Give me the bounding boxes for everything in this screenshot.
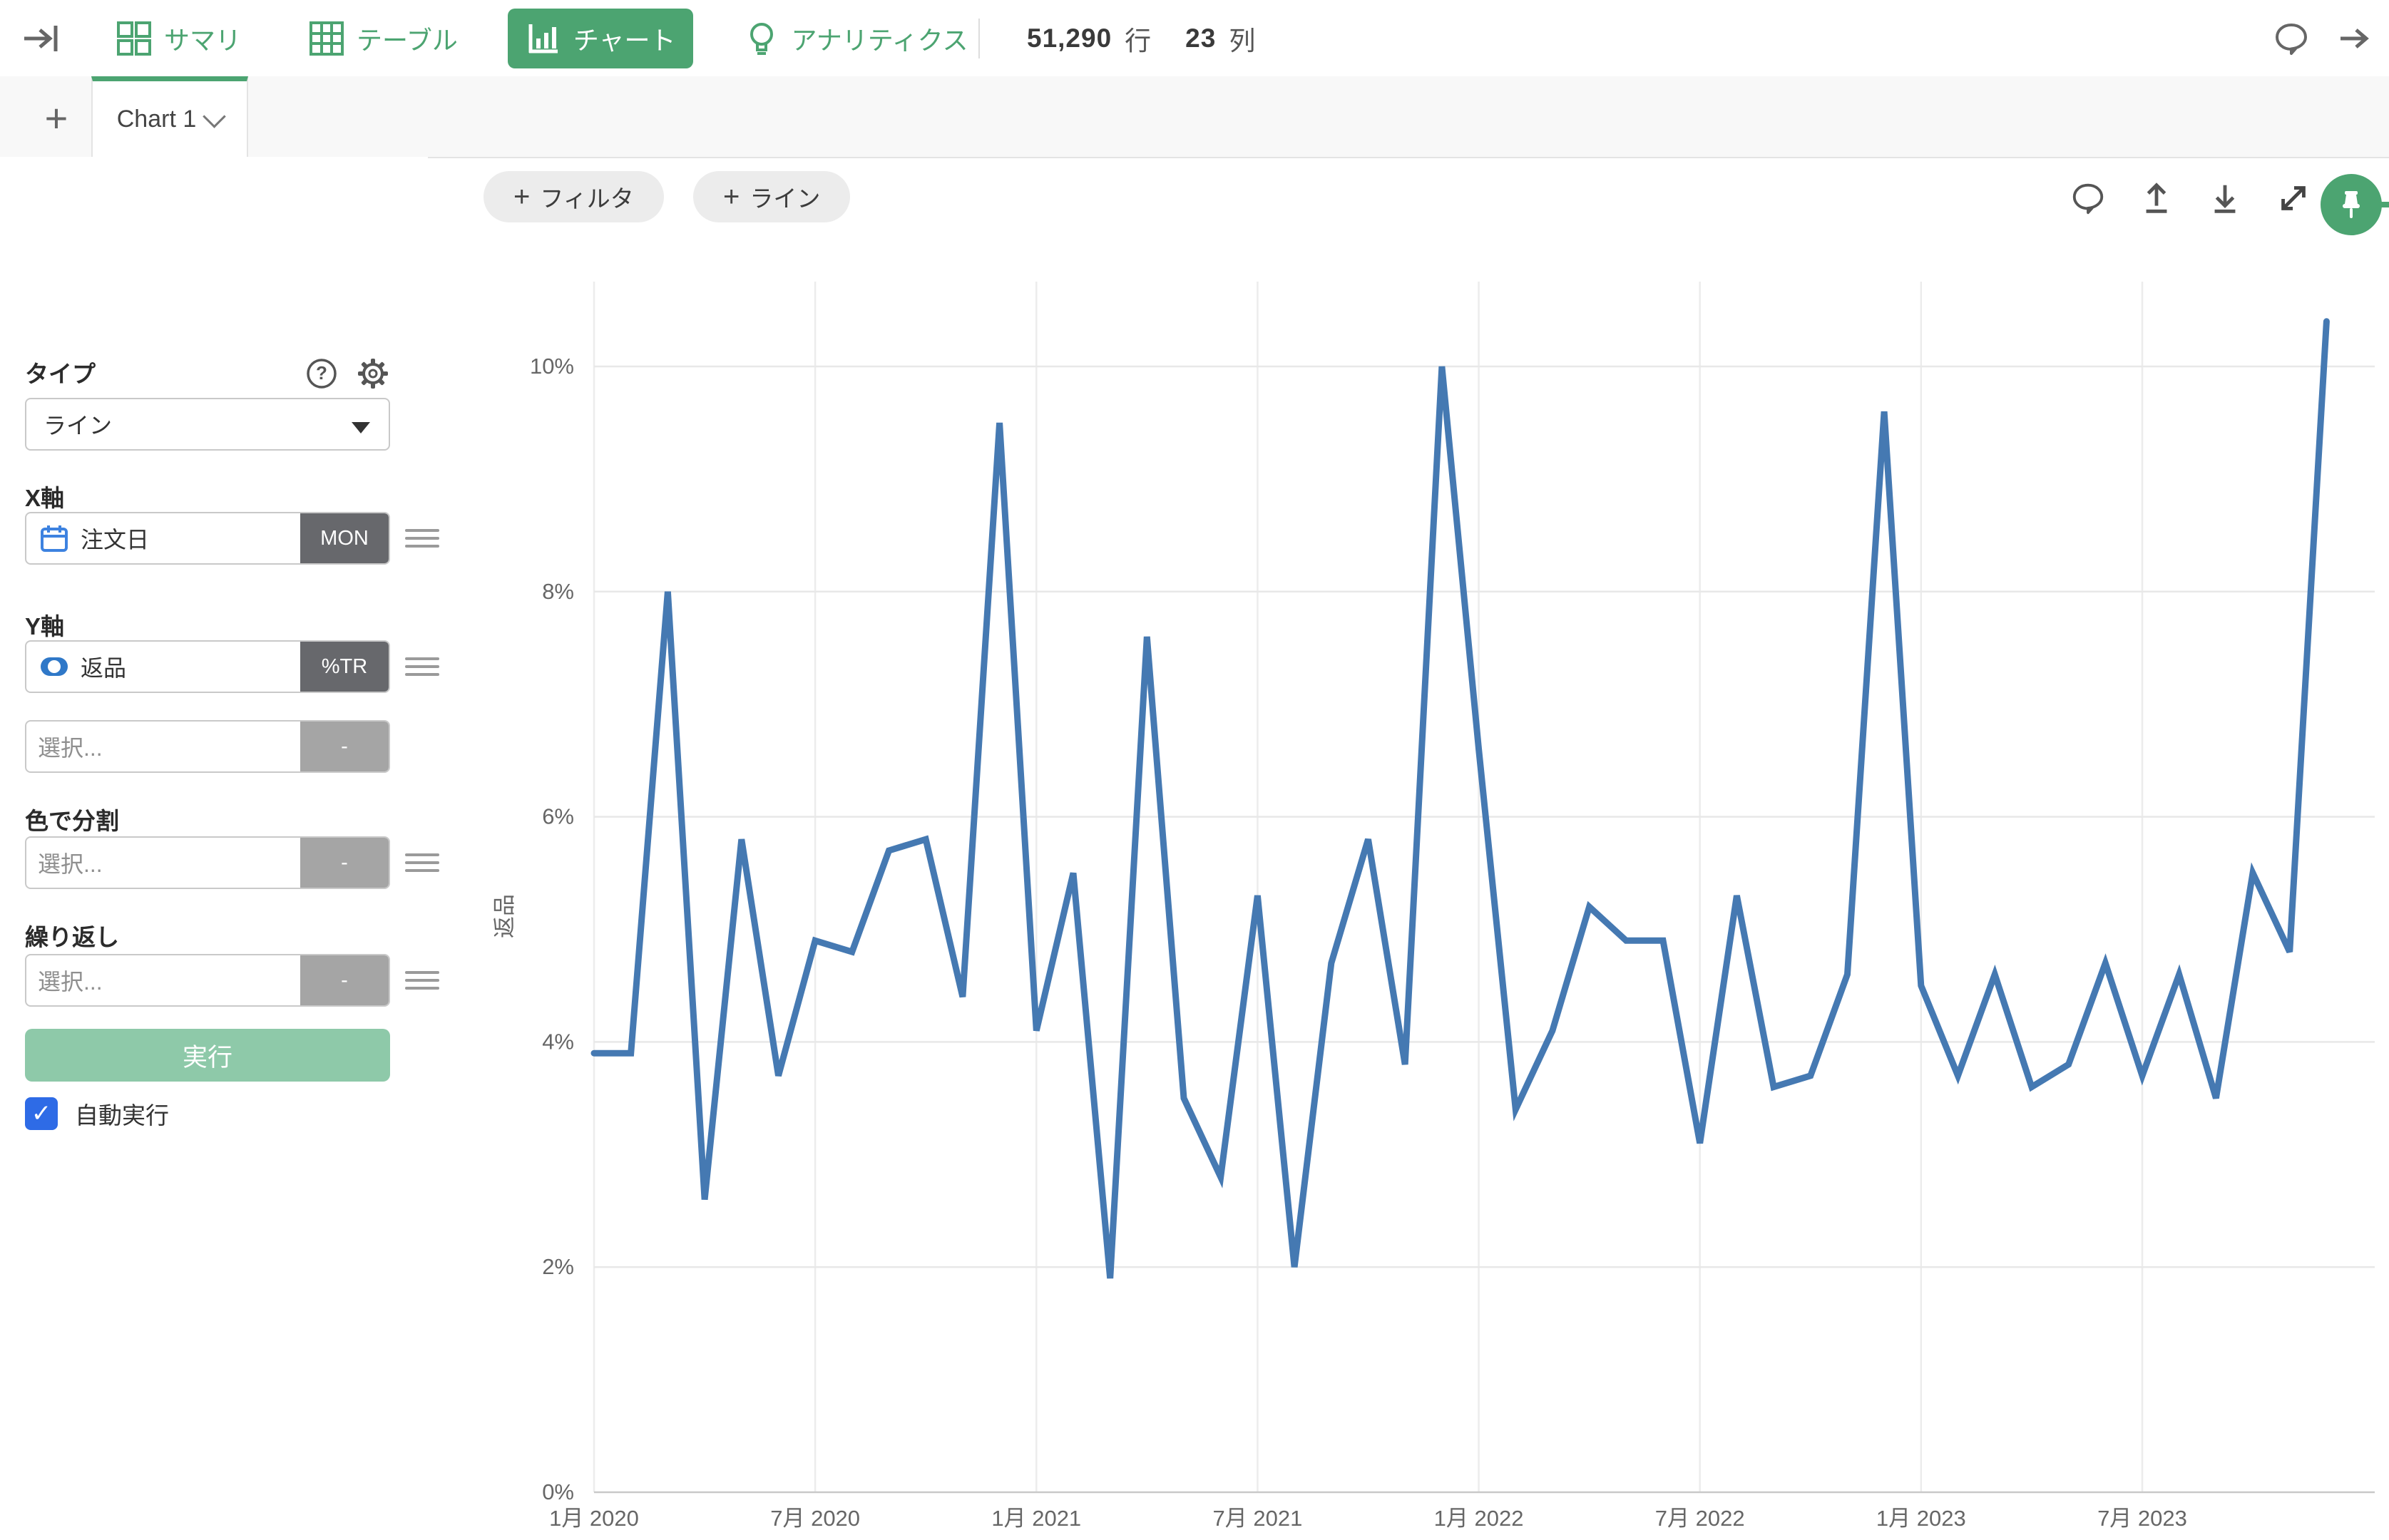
pin-button[interactable] — [2321, 174, 2382, 235]
header-divider — [978, 19, 980, 58]
add-filter-label: フィルタ — [540, 185, 634, 212]
tab-table[interactable]: テーブル — [291, 9, 475, 68]
tab-analytics[interactable]: アナリティクス — [726, 9, 986, 68]
pin-handle-stub — [2379, 202, 2389, 207]
help-icon[interactable]: ? — [305, 357, 338, 390]
app-header: サマリ テーブル チャート — [0, 0, 2389, 78]
split-color-field[interactable]: 選択... - — [25, 836, 390, 889]
add-line-label: ライン — [750, 185, 821, 212]
chart-tab-active[interactable]: Chart 1 — [91, 76, 248, 157]
tab-summary-label: サマリ — [164, 25, 242, 55]
repeat-badge[interactable]: - — [300, 955, 389, 1005]
type-label: タイプ — [25, 361, 96, 387]
plus-icon: + — [513, 180, 531, 212]
run-button[interactable]: 実行 — [25, 1029, 390, 1082]
x-axis-label: X軸 — [25, 485, 65, 511]
comment-icon[interactable] — [2272, 19, 2311, 58]
y-axis-field[interactable]: 返品 %TR — [25, 640, 390, 693]
y-tick-label: 0% — [542, 1479, 574, 1504]
expand-right-icon[interactable] — [2338, 19, 2376, 58]
plus-icon: + — [723, 180, 740, 212]
y-field-value: 返品 — [81, 655, 127, 681]
y-axis-label: Y軸 — [25, 613, 65, 640]
y-tick-label: 10% — [530, 354, 574, 379]
chart-type-value: ライン — [44, 413, 113, 438]
split-color-menu-icon[interactable] — [405, 848, 439, 877]
comment-icon[interactable] — [2070, 180, 2107, 217]
row-count: 51,290 — [1027, 23, 1112, 53]
x-tick-label: 1月 2023 — [1876, 1506, 1966, 1531]
y-aggregation-badge[interactable]: %TR — [300, 642, 389, 692]
x-field-value: 注文日 — [81, 527, 150, 553]
y2-aggregation-badge[interactable]: - — [300, 722, 389, 771]
repeat-label: 繰り返し — [25, 924, 119, 950]
x-tick-label: 7月 2022 — [1655, 1506, 1745, 1531]
chart-settings-panel: タイプ ? ライン X軸 — [0, 157, 439, 1540]
lightbulb-icon — [750, 22, 773, 55]
x-axis-field[interactable]: 注文日 MON — [25, 512, 390, 565]
add-line-button[interactable]: + ライン — [693, 171, 851, 222]
row-unit: 行 — [1125, 26, 1152, 56]
summary-grid-icon — [117, 21, 151, 56]
split-color-placeholder: 選択... — [38, 851, 103, 877]
tab-table-label: テーブル — [357, 25, 458, 55]
autorun-checkbox[interactable]: ✓ — [25, 1097, 58, 1130]
split-color-label: 色で分割 — [25, 808, 119, 834]
table-icon — [310, 21, 344, 56]
bar-chart-icon — [528, 24, 558, 53]
y-tick-label: 8% — [542, 579, 574, 604]
chart-action-icons — [2070, 180, 2312, 217]
x-tick-label: 7月 2021 — [1213, 1506, 1303, 1531]
chart-type-select[interactable]: ライン — [25, 398, 390, 451]
tab-chart[interactable]: チャート — [507, 8, 693, 68]
x-axis-menu-icon[interactable] — [405, 524, 439, 553]
x-tick-label: 7月 2023 — [2097, 1506, 2187, 1531]
svg-text:?: ? — [316, 362, 327, 384]
upload-icon[interactable] — [2138, 180, 2175, 217]
y-tick-label: 4% — [542, 1029, 574, 1054]
y-tick-label: 2% — [542, 1254, 574, 1279]
calendar-icon — [41, 525, 68, 552]
y-axis-menu-icon[interactable] — [405, 652, 439, 681]
download-icon[interactable] — [2206, 180, 2244, 217]
gear-icon[interactable] — [357, 357, 389, 390]
repeat-placeholder: 選択... — [38, 969, 103, 995]
caret-down-icon — [352, 422, 370, 433]
repeat-field[interactable]: 選択... - — [25, 954, 390, 1007]
view-tabs: サマリ テーブル チャート — [98, 0, 986, 76]
autorun-label: 自動実行 — [75, 1102, 169, 1129]
x-tick-label: 1月 2021 — [991, 1506, 1081, 1531]
column-count: 23 — [1185, 23, 1217, 53]
add-chart-button[interactable]: + — [44, 95, 68, 140]
split-color-badge[interactable]: - — [300, 838, 389, 888]
autorun-row[interactable]: ✓ 自動実行 — [25, 1097, 169, 1131]
y2-placeholder: 選択... — [38, 735, 103, 761]
header-right-icons — [2272, 0, 2376, 76]
y-axis-title: 返品 — [492, 894, 517, 938]
tab-summary[interactable]: サマリ — [98, 9, 258, 68]
add-filter-button[interactable]: + フィルタ — [484, 171, 664, 222]
pin-icon — [2343, 191, 2360, 218]
x-tick-label: 1月 2022 — [1434, 1506, 1524, 1531]
tab-chart-label: チャート — [573, 25, 676, 55]
repeat-menu-icon[interactable] — [405, 966, 439, 995]
x-aggregation-badge[interactable]: MON — [300, 513, 389, 563]
tab-analytics-label: アナリティクス — [791, 25, 968, 55]
chart-tab-strip: + Chart 1 — [0, 76, 2389, 158]
x-tick-label: 7月 2020 — [770, 1506, 860, 1531]
y-tick-label: 6% — [542, 804, 574, 829]
x-tick-label: 1月 2020 — [549, 1506, 639, 1531]
column-unit: 列 — [1229, 26, 1256, 56]
dataset-counts: 51,290 行 23 列 — [1027, 0, 1277, 76]
y-axis-second-field[interactable]: 選択... - — [25, 720, 390, 773]
expand-icon[interactable] — [2275, 180, 2312, 217]
chart-tab-label: Chart 1 — [116, 105, 197, 133]
logical-toggle-icon — [41, 657, 68, 676]
returns-line-series — [590, 318, 2330, 1279]
collapse-sidebar-icon[interactable] — [20, 17, 63, 60]
